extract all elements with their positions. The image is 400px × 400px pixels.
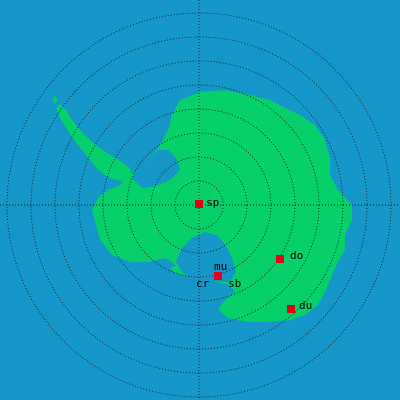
station-marker-icon — [276, 255, 284, 263]
stations: sp mu cr sb do du — [195, 196, 312, 313]
station-marker-icon — [287, 305, 295, 313]
station-label: cr — [196, 277, 210, 290]
station-label: sp — [206, 196, 219, 209]
station-label: du — [299, 299, 312, 312]
station-label: do — [290, 249, 303, 262]
station-du[interactable]: du — [287, 299, 312, 313]
station-sp[interactable]: sp — [195, 196, 219, 209]
station-label: mu — [214, 260, 227, 273]
station-mu[interactable]: mu — [214, 260, 227, 280]
station-do[interactable]: do — [276, 249, 303, 263]
station-label: sb — [228, 277, 241, 290]
station-marker-icon — [195, 200, 203, 208]
station-cr[interactable]: cr — [196, 277, 210, 290]
station-sb[interactable]: sb — [228, 277, 241, 290]
ross-sea — [176, 232, 236, 282]
station-marker-icon — [214, 272, 222, 280]
weddell-sea — [132, 150, 180, 188]
